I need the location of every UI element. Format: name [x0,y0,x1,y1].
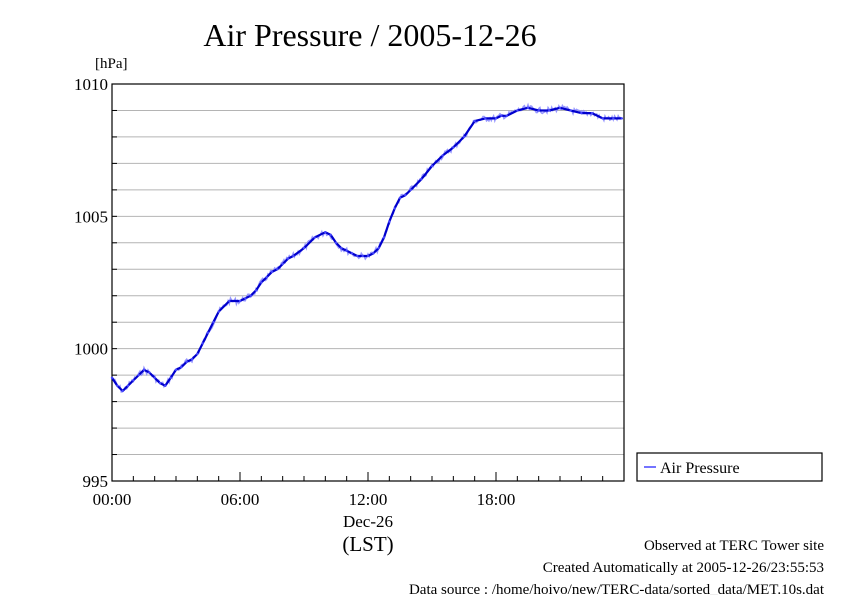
data-point [393,207,396,210]
data-point [281,262,284,266]
data-point [185,360,188,364]
data-point [526,106,530,110]
data-point [169,376,172,379]
data-point [254,289,258,292]
data-point [270,270,274,274]
data-point [382,236,386,239]
data-point [398,196,402,200]
plot-frame [111,83,625,482]
data-point [190,358,194,361]
data-point [110,376,114,379]
footer-created: Created Automatically at 2005-12-26/23:5… [543,560,824,576]
footer-site: Observed at TERC Tower site [644,538,824,554]
data-point [260,281,263,284]
legend-box [636,452,823,482]
data-point [249,294,252,297]
data-point [350,252,354,255]
data-point [361,254,364,258]
minor-ticks [112,109,604,481]
data-point [201,342,204,345]
data-point [420,178,423,181]
chart-title: Air Pressure / 2005-12-26 [203,17,536,53]
data-point [377,246,380,250]
data-point [228,299,231,303]
x-tick-label: 00:00 [93,490,132,509]
data-point [484,117,487,120]
data-point [286,257,290,260]
data-point [126,384,130,387]
data-point [153,376,156,379]
data-point [164,384,167,387]
data-point [494,117,498,120]
data-point [388,220,391,223]
data-point [558,106,562,110]
x-axis-date-label: Dec-26 [343,512,393,531]
data-point [132,379,135,382]
data-point [180,365,183,369]
legend: Air Pressure [636,452,823,482]
data-point [356,254,359,258]
y-tick-label: 1010 [74,75,108,94]
data-point [196,352,199,356]
data-point [430,164,434,168]
data-point [313,236,316,239]
data-point [292,254,295,258]
series-layer [110,102,624,393]
data-point [276,268,279,271]
data-point [569,109,572,112]
data-point [329,233,332,237]
data-point [302,246,306,250]
y-tick-label: 995 [83,472,109,491]
data-point [265,276,268,279]
data-point [620,117,624,120]
data-point [548,109,551,112]
data-point [340,246,343,250]
data-point [345,249,348,252]
footer-source: Data source : /home/hoivo/new/TERC-data/… [409,582,825,595]
data-point [452,146,455,149]
x-tick-label: 18:00 [477,490,516,509]
data-point [612,117,615,120]
data-point [505,114,508,117]
data-point [244,297,247,300]
data-point [142,368,146,372]
data-point [404,193,407,197]
x-axis-timezone-label: (LST) [342,532,393,556]
data-point [537,109,540,112]
x-tick-label: 06:00 [221,490,260,509]
y-axis-label: [hPa] [95,56,128,72]
x-tick-labels: 00:00 06:00 12:00 18:00 [93,490,516,509]
y-tick-label: 1005 [74,207,108,226]
data-point [516,109,519,112]
data-point [334,241,338,244]
y-tick-label: 1000 [74,340,108,359]
data-point [590,111,594,115]
data-point [116,384,119,387]
data-point [137,373,140,377]
data-point [148,371,151,374]
data-point [580,111,583,115]
data-point [409,188,412,192]
legend-label: Air Pressure [660,460,740,477]
data-point [158,381,162,385]
data-point [212,321,215,324]
data-point [601,117,604,120]
data-point [372,252,375,255]
data-point [500,114,503,117]
gridlines [112,109,624,456]
data-point [324,231,327,234]
y-tick-labels: 995 1000 1005 1010 [74,75,108,491]
data-point [217,310,220,313]
data-point [174,368,178,372]
x-tick-label: 12:00 [349,490,388,509]
data-point [206,331,210,334]
data-point [441,154,444,157]
data-point [473,119,476,123]
data-point [366,254,370,258]
data-point [238,299,242,303]
data-point [121,389,124,393]
data-point [462,135,466,139]
